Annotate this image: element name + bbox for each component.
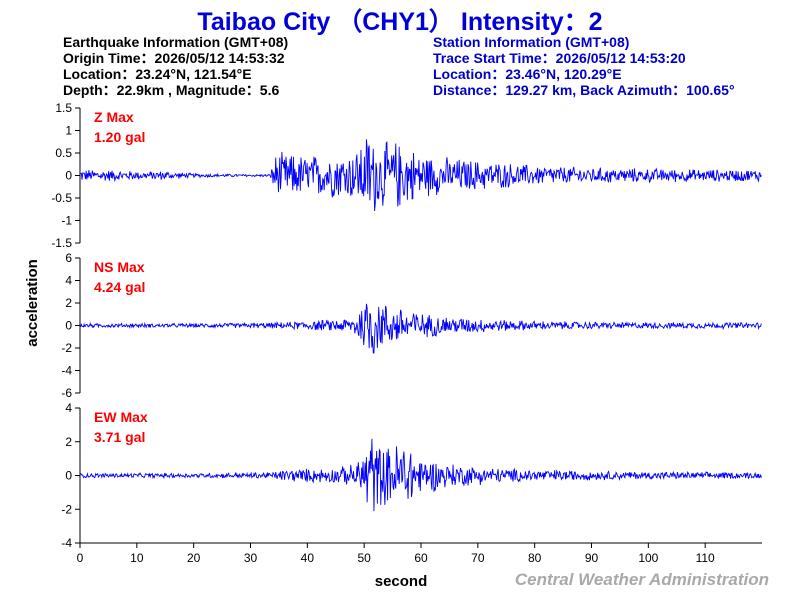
x-tick-label: 90: [585, 551, 599, 565]
ns-waveform-line: [79, 303, 762, 354]
x-tick-label: 30: [244, 551, 258, 565]
ew-waveform-line: [79, 438, 762, 512]
x-tick-label: 110: [696, 551, 715, 565]
ns-y-tick-label: 2: [65, 296, 72, 310]
station-distance-azimuth: Distance：129.27 km, Back Azimuth：100.65°: [433, 82, 735, 98]
y-axis-label: acceleration: [24, 259, 41, 347]
x-tick-label: 10: [130, 551, 144, 565]
x-tick-label: 20: [187, 551, 201, 565]
ns-max-label: NS Max: [94, 259, 145, 275]
trace-start-time: Trace Start Time：2026/05/12 14:53:20: [433, 50, 686, 66]
z-y-tick-label: 1: [65, 124, 72, 138]
x-tick-label: 50: [357, 551, 371, 565]
z-y-tick-label: -1.5: [51, 236, 72, 250]
x-tick-label: 100: [638, 551, 658, 565]
ns-y-tick-label: 6: [65, 251, 72, 265]
depth-magnitude: Depth：22.9km , Magnitude：5.6: [63, 82, 280, 98]
x-tick-label: 70: [471, 551, 485, 565]
z-y-tick-label: 1.5: [55, 101, 72, 115]
ew-y-tick-label: 0: [65, 469, 72, 483]
z-waveform-line: [79, 139, 762, 212]
x-tick-label: 0: [77, 551, 84, 565]
ns-y-tick-label: -6: [61, 386, 72, 400]
z-y-tick-label: 0.5: [55, 146, 72, 160]
station-info-heading: Station Information (GMT+08): [433, 34, 630, 50]
earthquake-info-heading: Earthquake Information (GMT+08): [63, 34, 289, 50]
agency-credit: Central Weather Administration: [514, 570, 769, 589]
earthquake-info: Earthquake Information (GMT+08) Origin T…: [63, 34, 288, 98]
ew-y-tick-label: 4: [65, 401, 72, 415]
ns-y-tick-label: 0: [65, 319, 72, 333]
ew-y-tick-label: 2: [65, 435, 72, 449]
z-max-value: 1.20 gal: [94, 129, 145, 145]
chart-title: Taibao City （CHY1） Intensity：2: [197, 8, 603, 36]
station-location: Location：23.46°N, 120.29°E: [433, 66, 622, 82]
epicenter-location: Location：23.24°N, 121.54°E: [63, 66, 252, 82]
z-max-label: Z Max: [94, 109, 134, 125]
ns-y-tick-label: 4: [65, 274, 72, 288]
x-tick-label: 80: [528, 551, 542, 565]
x-tick-label: 60: [414, 551, 428, 565]
ns-y-tick-label: -4: [61, 364, 72, 378]
ew-y-tick-label: -2: [61, 502, 72, 516]
ew-y-tick-label: -4: [61, 536, 72, 550]
z-y-tick-label: 0: [65, 169, 72, 183]
x-tick-label: 40: [301, 551, 315, 565]
x-axis-label: second: [375, 573, 428, 590]
z-y-tick-label: -1: [61, 214, 72, 228]
ns-max-value: 4.24 gal: [94, 279, 145, 295]
station-info: Station Information (GMT+08) Trace Start…: [433, 34, 735, 98]
ew-max-label: EW Max: [94, 409, 148, 425]
ew-max-value: 3.71 gal: [94, 429, 145, 445]
z-y-tick-label: -0.5: [51, 191, 72, 205]
origin-time: Origin Time：2026/05/12 14:53:32: [63, 50, 285, 66]
ns-y-tick-label: -2: [61, 341, 72, 355]
